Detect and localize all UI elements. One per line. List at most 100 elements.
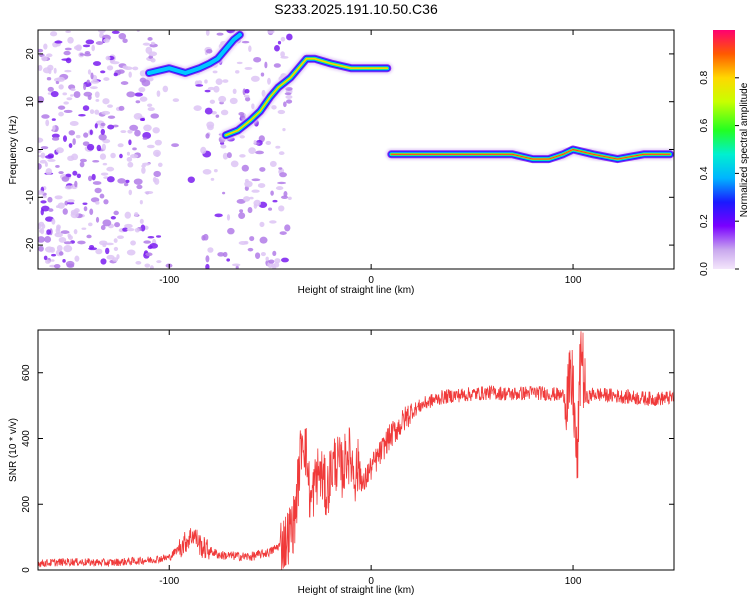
heatmap-noise-speck [62,135,67,142]
heatmap-noise-speck [64,69,72,73]
heatmap-noise-speck [79,53,84,56]
heatmap-y-axis: -20 -10 0 10 20 [25,48,674,252]
heatmap-ridge-layer [390,149,671,160]
heatmap-noise-speck [63,245,73,253]
heatmap-noise-speck [239,154,246,158]
heatmap-noise-speck [150,113,160,119]
heatmap-noise-speck [257,183,266,188]
heatmap-noise-speck [105,247,110,255]
heatmap-noise-speck [54,195,63,200]
heatmap-noise-speck [253,140,257,145]
heatmap-noise-speck [141,166,146,174]
heatmap-noise-speck [73,229,78,235]
heatmap-noise-speck [94,109,100,115]
heatmap-noise-speck [124,223,133,229]
heatmap-noise-speck [147,235,155,239]
heatmap-noise-speck [149,43,158,48]
heatmap-noise-speck [231,263,241,267]
heatmap-noise-speck [205,255,210,263]
snr-series-line [38,331,674,570]
colorbar-tick-label: 0.2 [699,214,710,228]
heatmap-noise-speck [272,199,278,203]
heatmap-noise-speck [106,166,115,172]
heatmap-noise-speck [128,189,133,196]
heatmap-noise-speck [99,153,107,160]
heatmap-noise-speck [139,96,148,102]
heatmap-noise-speck [110,152,116,159]
heatmap-noise-speck [82,141,90,147]
figure-title: S233.2025.191.10.50.C36 [274,1,438,17]
heatmap-noise-speck [229,97,238,105]
heatmap-noise-speck [55,227,61,234]
heatmap-noise-speck [222,191,226,195]
heatmap-noise-speck [124,211,132,219]
heatmap-noise-speck [64,200,69,206]
heatmap-noise-speck [95,216,100,223]
heatmap-noise-speck [58,251,64,256]
heatmap-noise-speck [149,243,159,249]
heatmap-noise-speck [251,103,255,110]
heatmap-noise-speck [63,109,73,113]
heatmap-noise-speck [66,97,73,101]
heatmap-noise-speck [57,105,66,110]
heatmap-noise-speck [259,236,268,244]
heatmap-noise-speck [249,196,254,200]
heatmap-noise-speck [285,99,293,104]
heatmap-noise-speck [187,176,195,183]
heatmap-noise-speck [117,235,124,240]
heatmap-noise-speck [111,30,120,34]
heatmap-noise-speck [147,107,155,112]
heatmap-noise-speck [119,153,123,159]
heatmap-noise-speck [130,240,136,246]
heatmap-noise-speck [62,208,68,215]
heatmap-noise-speck [255,150,265,155]
heatmap-noise-speck [283,190,288,197]
heatmap-noise-speck [154,139,162,146]
heatmap-noise-speck [207,124,214,131]
heatmap-noise-speck [67,199,75,203]
heatmap-noise-speck [77,240,86,245]
snr-y-label: SNR (10 * v/v) [8,418,19,482]
heatmap-noise-speck [152,176,157,183]
heatmap-noise-speck [205,133,210,139]
heatmap-noise-speck [69,121,79,126]
heatmap-noise-speck [202,233,209,241]
heatmap-noise-speck [243,240,249,245]
heatmap-noise-speck [269,220,277,224]
heatmap-noise-speck [54,40,63,44]
heatmap-noise-speck [95,201,100,205]
heatmap-noise-speck [89,129,93,135]
heatmap-noise-speck [172,98,180,103]
heatmap-noise-speck [129,124,139,131]
heatmap-noise-speck [207,86,215,91]
heatmap-noise-speck [200,146,207,154]
heatmap-noise-speck [102,219,112,227]
heatmap-noise-speck [277,109,286,115]
heatmap-noise-speck [106,65,114,71]
heatmap-noise-speck [149,265,154,269]
heatmap-x-tick-label: 100 [565,275,582,286]
heatmap-noise-speck [83,53,92,57]
heatmap-noise-speck [38,245,44,252]
heatmap-noise-speck [239,209,244,213]
heatmap-noise-speck [270,190,274,196]
heatmap-noise-speck [135,100,141,104]
heatmap-noise-speck [38,48,44,53]
heatmap-noise-speck [133,178,143,185]
heatmap-noise-speck [259,221,265,228]
heatmap-noise-speck [197,80,203,85]
heatmap-noise-speck [253,199,262,207]
heatmap-x-tick-label: -100 [159,275,179,286]
heatmap-noise-speck [38,64,43,72]
heatmap-noise-speck [73,45,81,51]
heatmap-noise-speck [156,90,161,97]
heatmap-noise-speck [48,208,54,212]
heatmap-noise-speck [122,227,129,232]
heatmap-noise-speck [272,265,277,269]
colorbar: 0.0 0.2 0.4 0.6 0.8 Normalized spectral ampl… [699,30,750,276]
snr-y-tick-label: 600 [21,364,32,381]
heatmap-noise-speck [142,42,151,46]
heatmap-noise-speck [155,151,160,158]
heatmap-y-tick-label: 0 [25,146,36,152]
heatmap-noise-speck [94,123,98,129]
